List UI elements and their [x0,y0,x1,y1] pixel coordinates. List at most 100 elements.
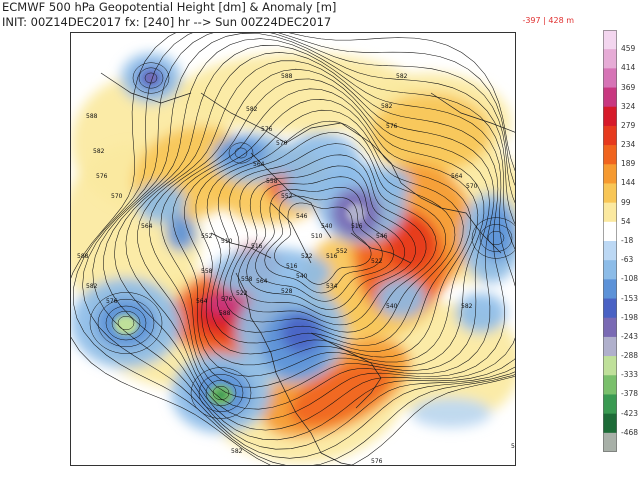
colorbar-level-label: -18 [621,236,634,245]
anomaly-blob [456,293,506,333]
contour-label: 564 [253,161,265,168]
contour-label: 540 [386,303,398,310]
anomaly-core [215,390,227,400]
coastline [200,92,402,184]
contour-label: 552 [281,193,293,200]
coastline [430,92,515,133]
colorbar-swatch [603,68,617,89]
contour-label: 546 [376,233,388,240]
anomaly-blob [290,360,392,426]
coastlines [100,72,515,465]
cutoff-contour [144,72,158,84]
anomaly-blob [411,398,491,428]
colorbar-swatch [603,298,617,319]
cutoff-contour [132,62,170,94]
cutoff-contour [198,374,244,412]
cutoff-contour [138,67,164,89]
anomaly-blob [381,303,515,423]
cutoff-contour [487,230,505,246]
colorbar-swatch [603,221,617,242]
contour-labels: 5885825765705645585525465405345285225165… [77,73,516,465]
contour-label: 516 [326,253,338,260]
anomaly-core [114,315,138,335]
colorbar-level-label: 414 [621,63,636,73]
height-contour [160,78,485,388]
contour-label: 576 [371,458,383,465]
colorbar-swatch [603,241,617,261]
colorbar-border [603,30,617,452]
coastline [100,72,192,104]
anomaly-blob [376,278,426,318]
contour-label: 564 [256,278,268,285]
height-contour [149,68,490,399]
coastline [270,202,312,264]
contour-label: 534 [326,283,338,290]
colorbar-level-label: -63 [621,255,634,265]
contour-label: 588 [219,310,231,317]
coastline [310,332,382,409]
contour-label: 576 [221,296,233,303]
colorbar-swatch [603,317,617,338]
colorbar-level-label: 279 [621,120,636,130]
colorbar-level-label: 144 [621,178,636,188]
colorbar-swatch [603,164,617,184]
contour-label: 540 [321,223,333,230]
colorbar-swatch [603,125,617,146]
height-contour [137,60,495,410]
cutoff-contour [97,298,155,348]
cutoff-contour [234,147,248,159]
colorbar-swatch [603,336,617,357]
contour-label: 516 [351,223,363,230]
height-contour [195,109,464,355]
contour-label: 564 [196,298,208,305]
colorbar-level-label: 234 [621,140,636,150]
contour-label: 528 [281,288,293,295]
colorbar-level-label: 324 [621,101,636,111]
colorbar-swatch [603,279,617,300]
colorbar-level-label: -423 [621,408,639,418]
height-contour [264,195,383,294]
height-contour [238,165,416,318]
colorbar-swatch [603,30,617,50]
height-contours [71,33,515,465]
colorbar-level-label: -333 [621,370,639,380]
anomaly-blob [371,168,411,198]
anomaly-core [346,203,366,223]
contour-label: 510 [221,238,233,245]
height-contour [230,154,427,326]
height-contour [216,132,446,340]
contour-label: 558 [201,268,213,275]
colorbar-level-label: 189 [621,159,636,169]
height-contour [172,88,479,377]
contour-label: 576 [261,126,273,133]
colorbar-swatch [603,432,617,452]
colorbar-level-label: 99 [621,197,631,207]
cutoff-contour [479,224,513,252]
contour-label: 564 [451,173,463,180]
colorbar-level-label: -468 [621,427,639,437]
colorbar-level-label: -288 [621,351,639,361]
anomaly-minmax: -397 | 428 m [522,16,574,25]
coastline [250,152,332,239]
anomaly-blob [281,178,321,208]
cutoff-contour [212,385,230,401]
coastline [400,182,502,254]
cutoff-contour [105,305,147,341]
anomaly-cores [114,73,366,405]
anomaly-blob [211,248,331,298]
cutoff-contour [117,315,135,331]
coastline [320,452,353,465]
colorbar-swatch [603,87,617,108]
contour-label: 570 [111,193,123,200]
cutoff-contour [89,292,163,354]
contour-label: 582 [461,303,473,310]
colorbar-swatch [603,375,617,395]
contour-label: 564 [141,223,153,230]
colorbar-level-label: -243 [621,331,639,341]
cutoff-contour [111,310,141,336]
contour-label: 588 [511,443,516,450]
colorbar-swatch [603,394,617,415]
height-contour [274,202,372,285]
height-contour [223,143,437,333]
colorbar-labels: 459 414 369 324 279 234 189 144 99 54 -18 -63 -108 -1… [621,30,640,452]
